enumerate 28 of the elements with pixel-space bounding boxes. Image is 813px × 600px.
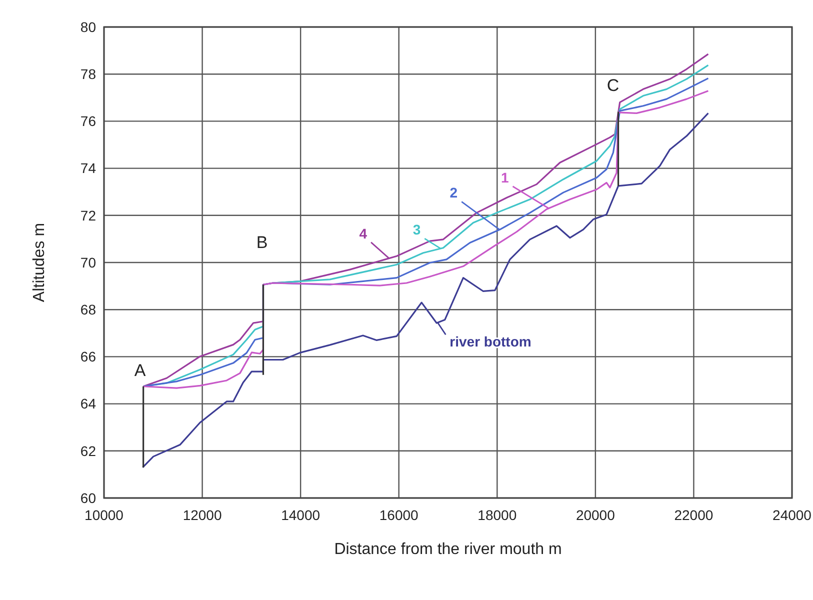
- series-label: 3: [412, 222, 421, 238]
- y-tick-label: 76: [80, 113, 96, 130]
- x-tick-label: 14000: [281, 507, 320, 523]
- y-tick-label: 62: [80, 442, 96, 459]
- y-axis-title: Altitudes m: [31, 222, 48, 302]
- y-tick-label: 68: [80, 302, 96, 318]
- series-label: 4: [359, 225, 368, 242]
- annotation: C: [606, 76, 620, 95]
- y-tick-label: 60: [80, 490, 96, 506]
- y-tick-label: 70: [80, 254, 96, 270]
- text: 2: [450, 184, 458, 201]
- x-tick-label: 18000: [478, 507, 517, 523]
- y-tick-label: 78: [80, 66, 96, 82]
- x-tick-label: 12000: [182, 507, 222, 523]
- y-tick-label: 66: [80, 348, 96, 365]
- x-tick-label: 20000: [576, 507, 616, 523]
- y-tick-label: 80: [80, 18, 96, 35]
- text: 1: [500, 169, 509, 186]
- y-tick-label: 74: [80, 160, 96, 176]
- annotation: B: [256, 232, 268, 252]
- x-tick-label: 22000: [674, 507, 714, 523]
- y-tick-label: 64: [80, 396, 96, 412]
- x-tick-label: 10000: [84, 507, 124, 523]
- x-tick-label: 16000: [379, 507, 419, 523]
- x-axis-title: Distance from the river mouth m: [334, 541, 562, 558]
- annotation: A: [134, 360, 146, 380]
- x-tick-label: 24000: [772, 507, 812, 523]
- y-tick-label: 72: [80, 207, 96, 224]
